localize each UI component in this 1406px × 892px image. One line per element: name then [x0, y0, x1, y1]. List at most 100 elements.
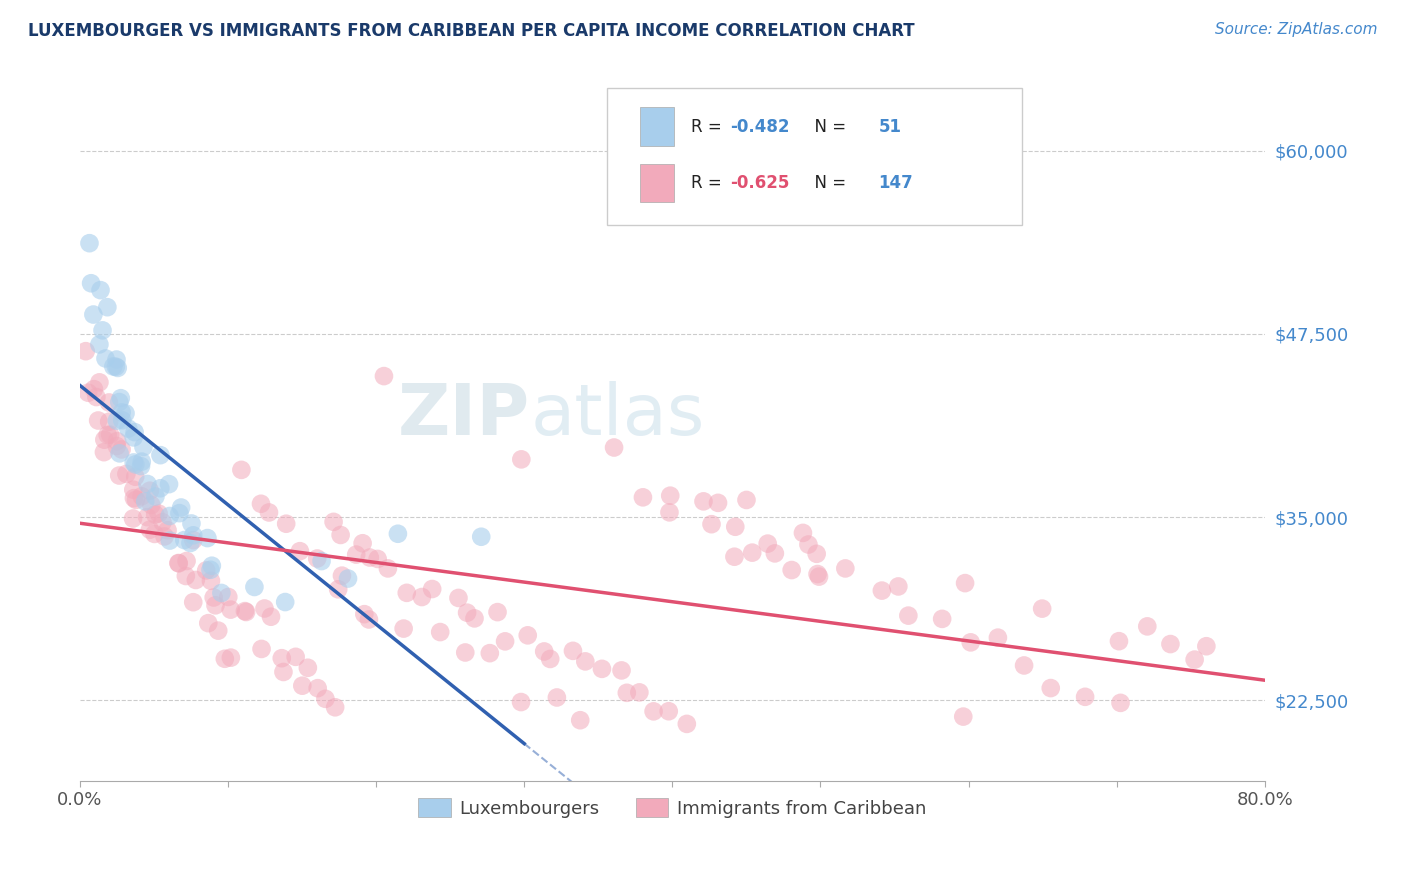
Point — [953, 576, 976, 591]
Point — [233, 604, 256, 618]
Point — [628, 685, 651, 699]
Point — [94, 351, 117, 366]
Point — [139, 483, 162, 498]
Point — [631, 491, 654, 505]
Point — [132, 440, 155, 454]
Point — [122, 430, 145, 444]
Point — [108, 446, 131, 460]
Point — [569, 713, 592, 727]
Point — [243, 580, 266, 594]
Point — [77, 385, 100, 400]
Point — [486, 605, 509, 619]
Point — [387, 526, 409, 541]
Point — [219, 650, 242, 665]
Point — [202, 591, 225, 605]
Point — [105, 434, 128, 449]
Legend: Luxembourgers, Immigrants from Caribbean: Luxembourgers, Immigrants from Caribbean — [411, 791, 934, 825]
Point — [184, 573, 207, 587]
Point — [104, 359, 127, 374]
Text: N =: N = — [804, 174, 851, 192]
Point — [643, 704, 665, 718]
Point — [952, 709, 974, 723]
Point — [454, 645, 477, 659]
Point — [1159, 637, 1181, 651]
FancyBboxPatch shape — [607, 88, 1022, 225]
Point — [494, 634, 516, 648]
Point — [176, 554, 198, 568]
Point — [98, 395, 121, 409]
Point — [89, 337, 111, 351]
Point — [1074, 690, 1097, 704]
Point — [167, 557, 190, 571]
Point — [195, 563, 218, 577]
Point — [273, 665, 295, 679]
Point — [75, 344, 97, 359]
Point — [456, 606, 478, 620]
Point — [159, 533, 181, 548]
Point — [197, 616, 219, 631]
Point — [136, 477, 159, 491]
Point — [806, 547, 828, 561]
Point — [329, 528, 352, 542]
Point — [353, 607, 375, 622]
Point — [658, 704, 681, 718]
Point — [145, 490, 167, 504]
Point — [98, 427, 121, 442]
Point — [98, 415, 121, 429]
Text: R =: R = — [692, 174, 727, 192]
Point — [367, 552, 389, 566]
Point — [108, 468, 131, 483]
Point — [610, 664, 633, 678]
Point — [959, 635, 981, 649]
Point — [139, 523, 162, 537]
Point — [274, 595, 297, 609]
Point — [179, 536, 201, 550]
Point — [200, 563, 222, 577]
Point — [108, 395, 131, 409]
Point — [337, 572, 360, 586]
Point — [250, 642, 273, 657]
Point — [131, 489, 153, 503]
Point — [897, 608, 920, 623]
Point — [311, 554, 333, 568]
Point — [741, 546, 763, 560]
Text: 51: 51 — [879, 118, 901, 136]
Point — [181, 528, 204, 542]
Point — [79, 236, 101, 251]
Text: Source: ZipAtlas.com: Source: ZipAtlas.com — [1215, 22, 1378, 37]
Point — [987, 631, 1010, 645]
Point — [834, 561, 856, 575]
Point — [207, 624, 229, 638]
Point — [478, 646, 501, 660]
Text: 147: 147 — [879, 174, 914, 192]
Point — [328, 582, 350, 597]
Point — [373, 369, 395, 384]
Point — [204, 599, 226, 613]
Point — [675, 717, 697, 731]
Text: LUXEMBOURGER VS IMMIGRANTS FROM CARIBBEAN PER CAPITA INCOME CORRELATION CHART: LUXEMBOURGER VS IMMIGRANTS FROM CARIBBEA… — [28, 22, 915, 40]
Point — [323, 700, 346, 714]
Point — [250, 497, 273, 511]
Point — [276, 516, 298, 531]
Point — [105, 439, 128, 453]
Point — [149, 481, 172, 495]
Point — [270, 651, 292, 665]
Point — [170, 500, 193, 515]
Point — [134, 494, 156, 508]
Point — [173, 533, 195, 547]
Point — [80, 277, 103, 291]
Point — [257, 505, 280, 519]
Text: -0.625: -0.625 — [731, 174, 790, 192]
Point — [110, 442, 132, 457]
Point — [167, 556, 190, 570]
Point — [152, 515, 174, 529]
Point — [516, 628, 538, 642]
Point — [538, 652, 561, 666]
Point — [86, 390, 108, 404]
Point — [591, 662, 613, 676]
Point — [114, 406, 136, 420]
Point — [447, 591, 470, 605]
Point — [122, 483, 145, 497]
Point — [200, 574, 222, 588]
Point — [870, 583, 893, 598]
